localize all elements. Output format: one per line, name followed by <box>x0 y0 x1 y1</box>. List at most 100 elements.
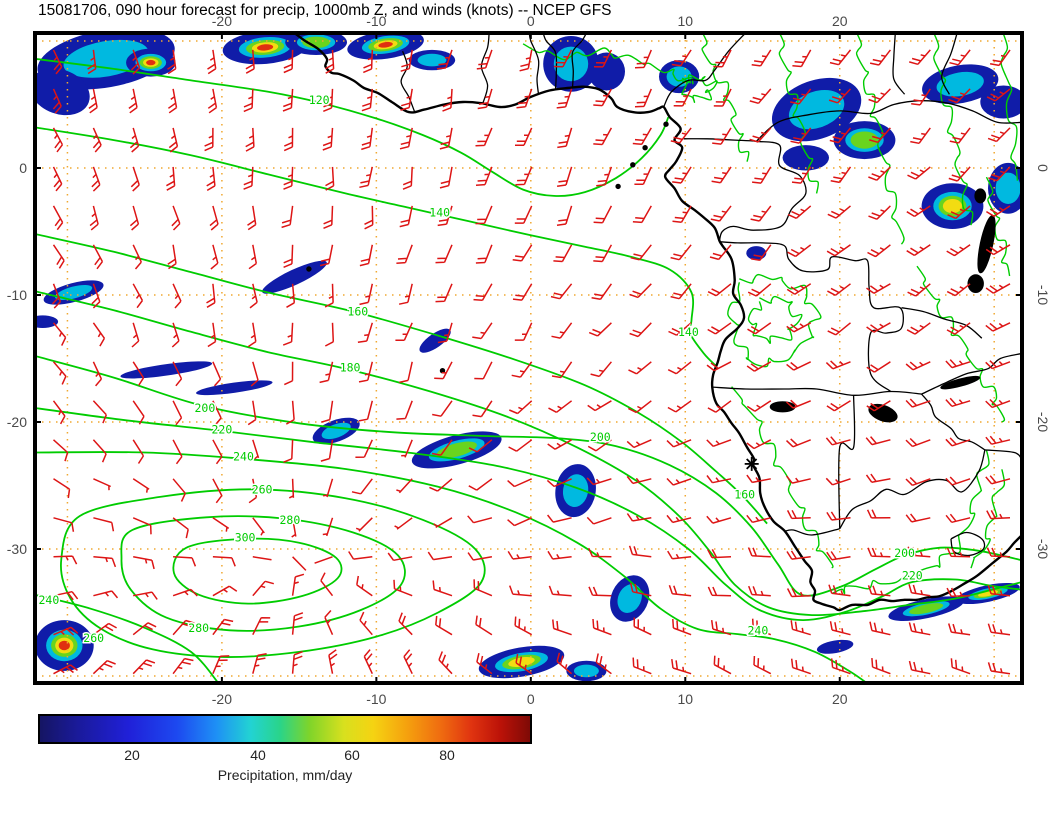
wind-barb <box>52 88 62 114</box>
wind-barb <box>92 322 106 347</box>
colorbar-gradient <box>38 714 532 744</box>
wind-barb <box>91 283 101 309</box>
precip-cell <box>833 121 896 160</box>
wind-barb <box>132 439 145 464</box>
wind-barb <box>668 584 692 597</box>
precip-blob <box>35 315 59 328</box>
wind-barb <box>206 166 216 192</box>
wind-barb <box>358 400 374 422</box>
wind-barb <box>387 552 413 562</box>
wind-barb <box>987 584 1011 597</box>
wind-barb <box>52 49 63 75</box>
wind-barb <box>713 88 732 107</box>
contour-value-label: 220 <box>212 423 233 437</box>
wind-barb <box>206 283 216 308</box>
wind-barb <box>361 88 374 112</box>
wind-barb-layer <box>51 49 1011 675</box>
wind-barb <box>508 439 533 452</box>
wind-barb <box>475 205 493 225</box>
wind-barb <box>869 49 891 66</box>
wind-barb <box>172 588 198 597</box>
wind-barb <box>825 360 851 370</box>
wind-barb <box>548 400 573 413</box>
wind-barb <box>749 127 772 143</box>
wind-barb <box>987 662 1011 675</box>
wind-barb <box>546 478 572 488</box>
wind-barb <box>587 400 612 412</box>
precip-cell <box>921 183 984 230</box>
wind-barb <box>400 88 413 111</box>
wind-barb <box>867 244 891 258</box>
wind-barb <box>671 658 692 675</box>
precip-cell <box>411 431 502 469</box>
wind-barb <box>248 244 258 270</box>
chart-title: 15081706, 090 hour forecast for precip, … <box>38 2 612 19</box>
wind-barb <box>547 514 572 523</box>
wind-barb <box>672 618 692 636</box>
wind-barb <box>93 590 119 599</box>
wind-barb <box>442 88 453 112</box>
wind-barb <box>986 547 1011 558</box>
precip-cell <box>120 361 213 379</box>
terrain-contour <box>933 33 974 226</box>
precip-cell <box>408 49 456 71</box>
wind-barb <box>519 49 533 72</box>
wind-barb <box>172 657 194 675</box>
wind-barb <box>52 361 67 385</box>
country-border <box>921 393 986 451</box>
wind-barb <box>467 552 493 561</box>
island <box>663 121 669 127</box>
wind-barb <box>588 586 612 597</box>
wind-barb <box>363 49 374 74</box>
wind-barb <box>707 549 732 559</box>
wind-barb <box>595 653 612 675</box>
precip-blob <box>196 380 273 396</box>
wind-barb <box>476 653 493 675</box>
wind-barb <box>586 516 612 525</box>
wind-barb <box>130 49 141 75</box>
wind-barb <box>288 478 295 499</box>
height-contour <box>35 233 768 525</box>
wind-barb <box>946 244 971 257</box>
y-tick-label-right: -20 <box>1035 412 1051 432</box>
wind-barb <box>550 283 573 300</box>
contour-value-label: 140 <box>429 206 450 220</box>
wind-barb <box>710 205 732 222</box>
wind-barb <box>786 509 811 520</box>
y-tick-label-right: -30 <box>1035 539 1051 559</box>
height-contour <box>35 290 1022 617</box>
wind-barb <box>830 166 852 184</box>
wind-barb <box>710 619 732 636</box>
wind-barb <box>709 244 732 261</box>
wind-barb <box>320 439 334 462</box>
wind-barb <box>551 322 573 339</box>
wind-barb <box>547 550 572 560</box>
wind-barb <box>552 619 572 636</box>
country-border <box>901 307 983 339</box>
wind-barb <box>166 166 176 191</box>
wind-barb <box>323 88 334 112</box>
wind-barb <box>172 517 189 539</box>
x-tick-label-top: -10 <box>366 13 386 29</box>
wind-barb <box>707 283 732 297</box>
wind-barb <box>322 127 334 151</box>
wind-barb <box>749 88 772 105</box>
terrain-contour <box>916 265 1006 423</box>
wind-barb <box>547 439 572 450</box>
wind-barb <box>787 244 812 258</box>
precip-blob <box>666 66 692 87</box>
x-tick-label-bottom: 10 <box>677 691 693 707</box>
wind-barb <box>53 626 79 636</box>
wind-barb <box>587 439 612 452</box>
wind-barb <box>868 166 891 181</box>
wind-barb <box>472 400 493 418</box>
country-border <box>542 33 558 90</box>
wind-barb <box>401 439 413 458</box>
wind-barb <box>867 585 891 597</box>
precip-blob <box>257 44 274 51</box>
wind-barb <box>713 49 732 68</box>
wind-barb <box>325 166 335 191</box>
wind-barb <box>516 88 533 109</box>
wind-barb <box>212 556 236 567</box>
wind-barb <box>553 49 573 68</box>
